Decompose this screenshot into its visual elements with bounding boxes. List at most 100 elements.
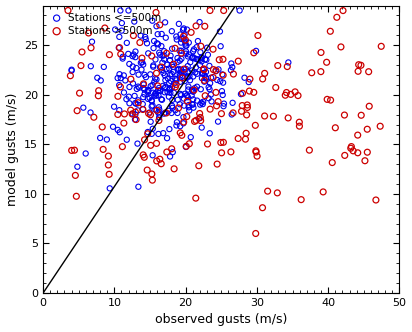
Stations <=500m (182, 91, 188, 96)
Stations >500m (218, 111, 225, 116)
Stations <=500m (197, 49, 204, 55)
Stations <=500m (206, 131, 213, 136)
Stations <=500m (115, 127, 121, 132)
Stations <=500m (124, 137, 130, 142)
Stations <=500m (169, 46, 176, 51)
Stations <=500m (162, 77, 169, 83)
Stations <=500m (169, 29, 175, 34)
Stations >500m (274, 190, 281, 196)
Stations <=500m (135, 98, 142, 103)
Stations >500m (239, 91, 246, 96)
Stations >500m (377, 124, 384, 129)
Stations <=500m (177, 91, 184, 97)
Stations >500m (141, 155, 147, 160)
Stations <=500m (176, 48, 183, 53)
Stations <=500m (194, 84, 200, 89)
Stations <=500m (203, 76, 209, 81)
Stations <=500m (198, 100, 205, 106)
Stations <=500m (238, 91, 244, 97)
Stations <=500m (135, 184, 142, 189)
Stations <=500m (160, 53, 167, 58)
Stations <=500m (168, 78, 174, 84)
Stations >500m (117, 51, 124, 57)
Stations <=500m (148, 99, 155, 104)
Stations <=500m (183, 51, 189, 56)
Stations >500m (355, 69, 361, 74)
Stations >500m (101, 25, 108, 31)
Stations <=500m (171, 90, 177, 95)
Stations >500m (154, 83, 161, 89)
Stations <=500m (152, 91, 159, 96)
Stations >500m (202, 93, 208, 98)
Stations >500m (247, 76, 253, 82)
Stations <=500m (183, 66, 189, 72)
Stations <=500m (181, 103, 187, 108)
Stations >500m (158, 64, 165, 70)
Stations <=500m (184, 74, 191, 79)
Stations <=500m (221, 101, 227, 106)
Stations <=500m (135, 84, 141, 89)
Stations <=500m (246, 79, 252, 85)
Stations <=500m (166, 86, 173, 92)
Stations <=500m (155, 93, 162, 98)
Stations <=500m (190, 89, 197, 94)
Stations <=500m (160, 83, 166, 89)
Stations <=500m (144, 90, 151, 95)
Stations >500m (332, 125, 339, 130)
X-axis label: observed gusts (m/s): observed gusts (m/s) (155, 313, 288, 326)
Stations >500m (105, 153, 112, 159)
Stations <=500m (152, 57, 159, 62)
Stations <=500m (185, 105, 192, 110)
Stations >500m (246, 88, 253, 94)
Stations >500m (309, 70, 315, 75)
Stations >500m (169, 146, 175, 151)
Stations <=500m (183, 49, 189, 54)
Stations >500m (128, 76, 134, 82)
Stations <=500m (150, 45, 157, 51)
Stations <=500m (198, 55, 204, 60)
Stations <=500m (159, 60, 166, 65)
Stations <=500m (178, 48, 185, 53)
Stations <=500m (199, 55, 205, 60)
Stations <=500m (174, 97, 181, 103)
Stations <=500m (116, 82, 122, 88)
Stations <=500m (74, 164, 81, 169)
Stations >500m (197, 115, 204, 120)
Stations <=500m (166, 126, 173, 132)
Stations >500m (324, 97, 330, 102)
Stations <=500m (152, 91, 159, 96)
Stations <=500m (148, 104, 155, 109)
Stations <=500m (163, 66, 170, 72)
Stations <=500m (196, 116, 202, 121)
Stations >500m (274, 63, 281, 68)
Stations <=500m (202, 57, 208, 62)
Stations >500m (323, 60, 330, 65)
Stations <=500m (116, 71, 123, 77)
Stations <=500m (159, 67, 165, 73)
Stations <=500m (192, 85, 198, 91)
Stations <=500m (182, 39, 188, 44)
Stations <=500m (156, 105, 162, 110)
Stations <=500m (150, 90, 157, 95)
Stations <=500m (185, 52, 192, 57)
Stations <=500m (187, 59, 194, 65)
Stations >500m (129, 111, 136, 117)
Stations >500m (179, 75, 185, 81)
Stations <=500m (219, 89, 225, 94)
Stations <=500m (145, 88, 152, 94)
Stations <=500m (156, 112, 163, 118)
Stations <=500m (166, 58, 173, 63)
Stations <=500m (166, 87, 173, 92)
Stations <=500m (178, 70, 184, 75)
Stations <=500m (112, 27, 119, 32)
Stations <=500m (133, 65, 140, 71)
Stations >500m (259, 76, 266, 82)
Stations <=500m (156, 50, 162, 55)
Stations <=500m (140, 95, 147, 100)
Stations <=500m (148, 98, 155, 103)
Stations >500m (238, 109, 245, 114)
Stations <=500m (202, 75, 209, 80)
Stations >500m (183, 114, 190, 119)
Stations >500m (342, 153, 348, 158)
Stations <=500m (200, 70, 206, 76)
